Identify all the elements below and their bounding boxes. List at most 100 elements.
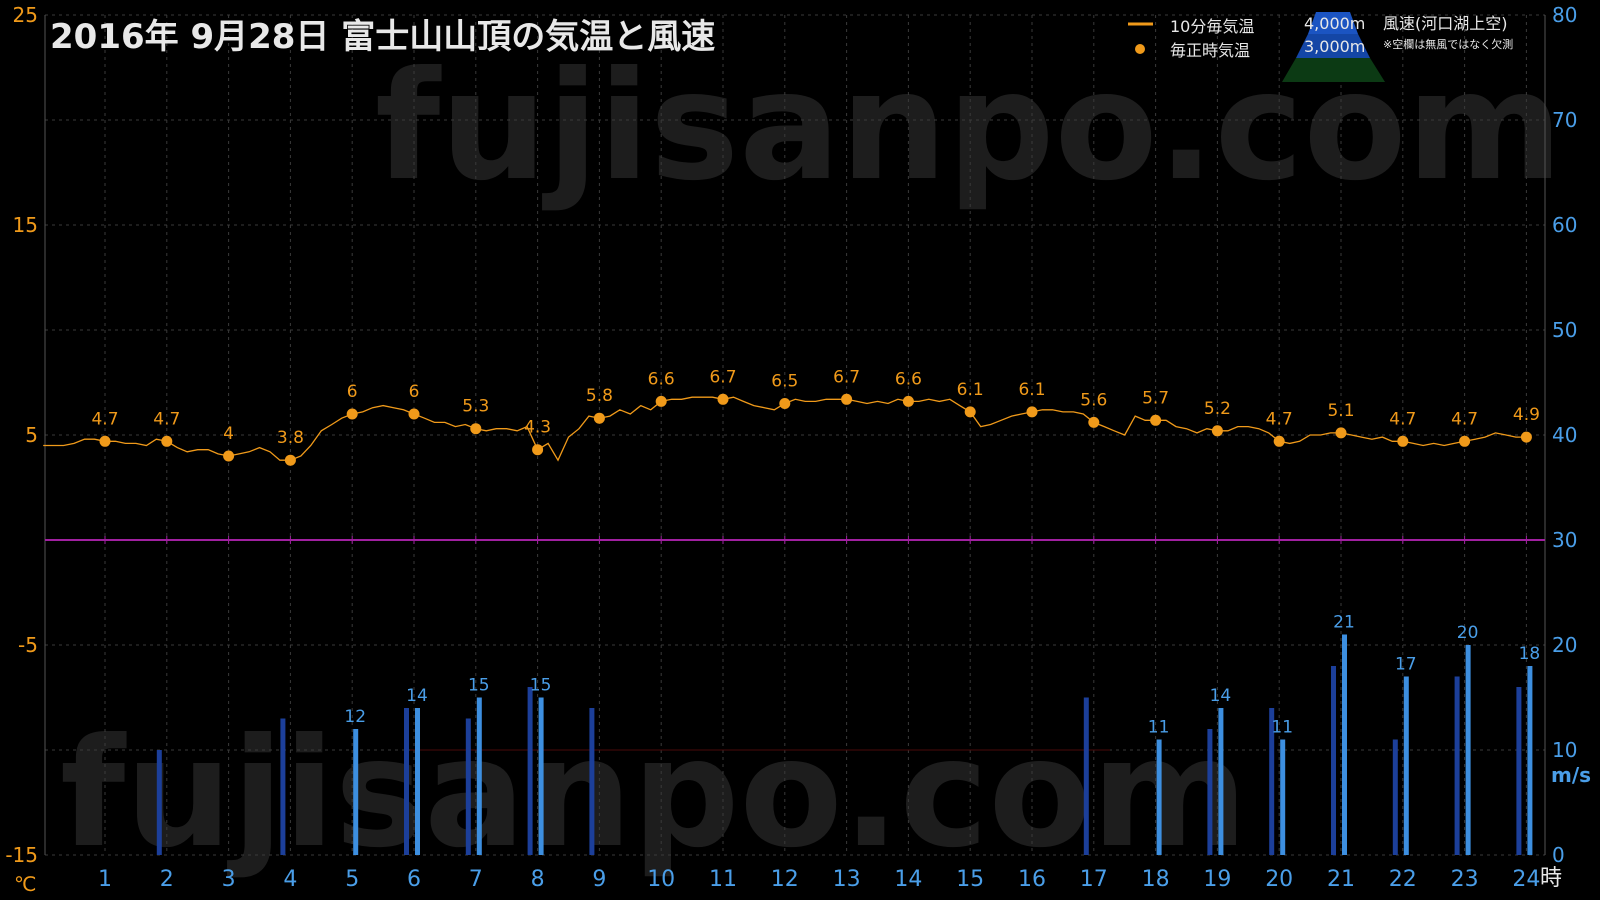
wind-bar-3000 <box>1392 739 1398 855</box>
hourly-temperature-label: 6.6 <box>648 369 675 389</box>
x-axis-tick-label: 15 <box>956 867 984 892</box>
wind-bar-3000 <box>527 687 533 855</box>
wind-bar-3000 <box>280 718 286 855</box>
hourly-temperature-label: 6.5 <box>771 372 798 392</box>
x-axis-tick-label: 24 <box>1512 867 1540 892</box>
hourly-temperature-label: 5.7 <box>1142 388 1169 408</box>
temperature-dots-group: 4.7 4.7 4 3.8 6 6 5.3 4.3 5.8 6.6 6.7 6.5 6.7 6.6 6.1 6… <box>91 367 1540 466</box>
wind-bar-3000 <box>1269 708 1275 855</box>
x-axis-tick-label: 5 <box>345 867 359 892</box>
hourly-temperature-dot <box>902 395 914 407</box>
hourly-temperature-dot <box>1088 416 1100 428</box>
x-axis-tick-label: 18 <box>1142 867 1170 892</box>
wind-bar-4000 <box>1403 676 1409 855</box>
hourly-temperature-dot <box>99 435 111 447</box>
hourly-temperature-label: 5.2 <box>1204 399 1231 419</box>
hourly-temperature-dot <box>408 408 420 420</box>
hourly-temperature-dot <box>1211 425 1223 437</box>
hourly-temperature-dot <box>1335 427 1347 439</box>
wind-data-label: 20 <box>1457 623 1479 643</box>
wind-bar-3000 <box>1454 676 1460 855</box>
hourly-temperature-dot <box>717 393 729 405</box>
left-axis-tick-label: -5 <box>18 633 38 657</box>
mountain-middle-icon <box>1296 34 1370 58</box>
hourly-temperature-label: 6.7 <box>833 367 860 387</box>
legend-note: ※空欄は無風ではなく欠測 <box>1383 37 1513 51</box>
x-axis-tick-label: 23 <box>1451 867 1479 892</box>
x-axis-tick-label: 2 <box>160 867 174 892</box>
hourly-temperature-dot <box>964 406 976 418</box>
x-axis-tick-label: 16 <box>1018 867 1046 892</box>
legend-line-label: 10分毎気温 <box>1170 17 1254 36</box>
hourly-temperature-label: 6 <box>409 382 420 402</box>
hourly-temperature-label: 4.7 <box>153 409 180 429</box>
x-axis-tick-label: 19 <box>1203 867 1231 892</box>
legend-wind-label: 風速(河口湖上空) <box>1383 14 1508 33</box>
left-axis-tick-label: 25 <box>13 3 38 27</box>
mountain-base-icon <box>1282 58 1385 82</box>
wind-data-label: 14 <box>406 686 428 706</box>
x-axis-tick-label: 22 <box>1389 867 1417 892</box>
x-axis-tick-label: 4 <box>283 867 297 892</box>
left-axis-tick-label: 5 <box>25 423 38 447</box>
wind-bar-4000 <box>1156 739 1162 855</box>
wind-data-label: 12 <box>344 707 366 727</box>
x-axis-tick-label: 11 <box>709 867 737 892</box>
wind-bar-3000 <box>1207 729 1213 855</box>
wind-data-label: 14 <box>1210 686 1232 706</box>
hourly-temperature-dot <box>470 423 482 435</box>
hourly-temperature-label: 3.8 <box>277 428 304 448</box>
wind-data-label: 11 <box>1148 718 1170 738</box>
wind-data-label: 15 <box>468 676 490 696</box>
wind-bar-4000 <box>1218 708 1224 855</box>
wind-bar-4000 <box>538 697 544 855</box>
right-axis-tick-label: 10 <box>1552 738 1577 762</box>
wind-bar-4000 <box>476 697 482 855</box>
legend: 10分毎気温 毎正時気温 4,000m 3,000m 風速(河口湖上空) ※空欄… <box>1128 12 1513 82</box>
wind-bar-4000 <box>1280 739 1286 855</box>
right-axis-tick-label: 0 <box>1552 843 1565 867</box>
hourly-temperature-label: 4 <box>223 424 234 444</box>
wind-bar-4000 <box>1527 666 1533 855</box>
hourly-temperature-label: 5.3 <box>462 397 489 417</box>
x-axis-tick-label: 9 <box>592 867 606 892</box>
x-axis-tick-label: 7 <box>469 867 483 892</box>
hourly-temperature-label: 4.3 <box>524 418 551 438</box>
legend-dot-swatch <box>1135 44 1145 54</box>
right-axis-tick-label: 80 <box>1552 3 1577 27</box>
wind-data-label: 11 <box>1271 718 1293 738</box>
hourly-temperature-dot <box>655 395 667 407</box>
wind-bar-4000 <box>415 708 420 855</box>
wind-bar-3000 <box>1516 687 1522 855</box>
wind-bar-3000 <box>404 708 409 855</box>
right-axis-tick-label: 40 <box>1552 423 1577 447</box>
hourly-temperature-dot <box>1273 435 1285 447</box>
x-axis-tick-label: 12 <box>771 867 799 892</box>
hourly-temperature-dot <box>841 393 853 405</box>
right-axis-tick-label: 60 <box>1552 213 1577 237</box>
watermark-top: fujisanpo.com <box>375 40 1563 214</box>
wind-bar-3000 <box>465 718 471 855</box>
x-axis-tick-label: 21 <box>1327 867 1355 892</box>
left-axis-tick-label: -15 <box>5 843 38 867</box>
hourly-temperature-label: 6.1 <box>957 380 984 400</box>
x-axis-tick-label: 14 <box>894 867 922 892</box>
wind-bar-4000 <box>1465 645 1471 855</box>
wind-bar-3000 <box>1083 697 1089 855</box>
hourly-temperature-label: 6.1 <box>1018 380 1045 400</box>
wind-bar-3000 <box>589 708 595 855</box>
wind-data-label: 21 <box>1333 613 1355 633</box>
hourly-temperature-dot <box>532 444 544 456</box>
hourly-temperature-dot <box>161 435 173 447</box>
wind-bar-3000 <box>1331 666 1336 855</box>
hourly-temperature-dot <box>284 454 296 466</box>
right-axis-unit: m/s <box>1551 763 1591 787</box>
wind-bars: 12 14 15 15 11 14 11 21 17 20 18 <box>156 613 1540 855</box>
wind-data-label: 17 <box>1395 655 1417 675</box>
x-axis-tick-label: 13 <box>833 867 861 892</box>
wind-bar-3000 <box>156 750 162 855</box>
right-axis-tick-label: 30 <box>1552 528 1577 552</box>
legend-alt-4000: 4,000m <box>1304 14 1365 33</box>
